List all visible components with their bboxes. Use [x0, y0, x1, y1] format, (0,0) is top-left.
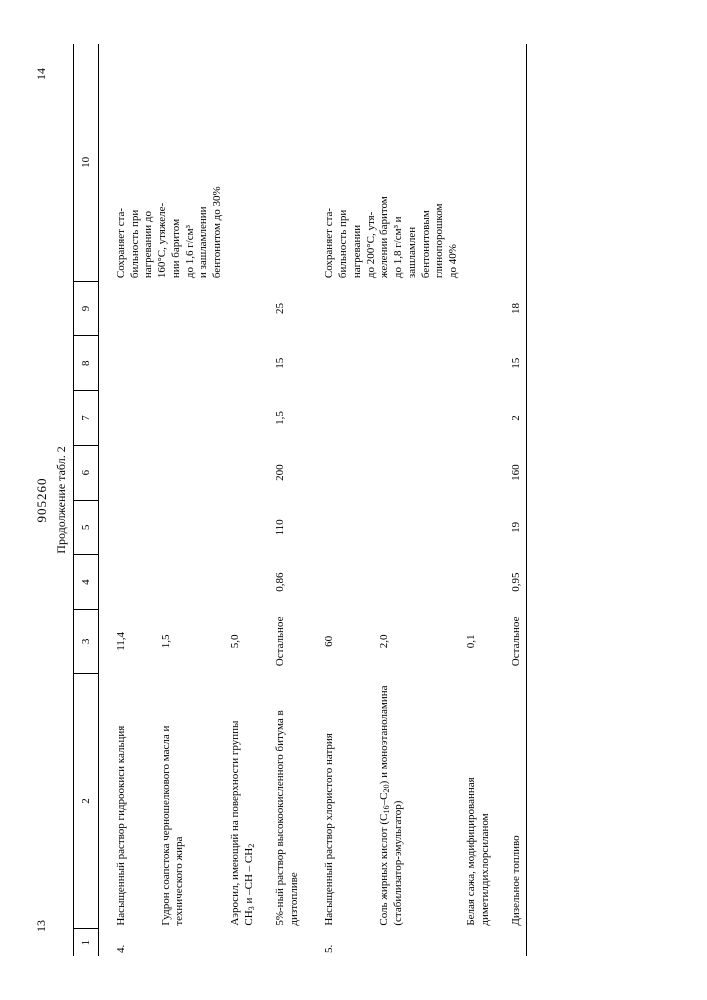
table-cell [227, 500, 259, 555]
table-cell: 60 [321, 609, 362, 673]
table-row: 5%-ный раствор высокоокисленного битума … [272, 44, 304, 956]
table-cell [113, 445, 144, 500]
table-cell [227, 391, 259, 446]
table-cell [113, 281, 144, 336]
page-num-left: 13 [34, 920, 50, 932]
table-cell: 25 [272, 281, 304, 336]
table-cell [376, 445, 449, 500]
column-header: 8 [74, 336, 99, 391]
table-cell: Гудрон соапстока черношелкового масла и … [158, 673, 213, 928]
table-cell [376, 391, 449, 446]
table-cell: 15 [508, 336, 526, 391]
table-cell [272, 929, 304, 956]
table-row: Белая сажа, модифицированная диметилдихл… [463, 44, 495, 956]
table-cell: Сохраняет ста-бильность принагревании до… [113, 44, 227, 281]
table-row: Аэросил, имеющий на поверхности группы C… [227, 44, 259, 956]
table-cell: Соль жирных кислот (C16–C20) и моноэтано… [376, 673, 449, 928]
table-caption: Продолжение табл. 2 [54, 44, 69, 956]
table-cell: 18 [508, 281, 526, 336]
column-header: 4 [74, 555, 99, 610]
table-cell [158, 445, 213, 500]
table-cell [376, 281, 449, 336]
table-cell [463, 281, 495, 336]
table-cell [113, 391, 144, 446]
table-cell: 2 [508, 391, 526, 446]
table-cell: 0,86 [272, 555, 304, 610]
table-cell: 15 [272, 336, 304, 391]
table-cell [158, 929, 213, 956]
table-cell [227, 929, 259, 956]
table-cell: Белая сажа, модифицированная диметилдихл… [463, 673, 495, 928]
table-row: 5.Насыщенный раствор хлористого натрия60… [321, 44, 362, 956]
table-cell: Остальное [508, 609, 526, 673]
table-cell [158, 336, 213, 391]
table-cell [463, 391, 495, 446]
table-cell: 5. [321, 929, 362, 956]
table-cell [321, 445, 362, 500]
table-cell [158, 391, 213, 446]
table-cell [508, 929, 526, 956]
column-header: 9 [74, 281, 99, 336]
column-header: 5 [74, 500, 99, 555]
table-cell [376, 929, 449, 956]
table-cell: Дизельное топливо [508, 673, 526, 928]
table-cell [321, 281, 362, 336]
table-cell [158, 281, 213, 336]
table-cell [463, 336, 495, 391]
column-header: 10 [74, 44, 99, 281]
table-cell [321, 500, 362, 555]
table-cell [158, 500, 213, 555]
table-cell: 1,5 [158, 609, 213, 673]
table-cell: 110 [272, 500, 304, 555]
table-cell [321, 555, 362, 610]
table-cell [463, 555, 495, 610]
table-cell [376, 336, 449, 391]
table-cell [158, 555, 213, 610]
column-header: 3 [74, 609, 99, 673]
table-cell [321, 336, 362, 391]
column-header: 2 [74, 673, 99, 928]
table-cell [463, 929, 495, 956]
table-cell: Сохраняет ста-бильность принагреваниидо … [321, 44, 463, 281]
table-cell [227, 336, 259, 391]
table-cell: 0,1 [463, 609, 495, 673]
table-cell: 2,0 [376, 609, 449, 673]
table-cell: 5%-ный раствор высокоокисленного битума … [272, 673, 304, 928]
column-header: 7 [74, 391, 99, 446]
table-cell: 200 [272, 445, 304, 500]
table-row: 4.Насыщенный раствор гидроокиси кальция1… [113, 44, 144, 956]
table-cell: 1,5 [272, 391, 304, 446]
table-cell: Остальное [272, 609, 304, 673]
table-cell [376, 555, 449, 610]
column-header: 6 [74, 445, 99, 500]
table-cell: 160 [508, 445, 526, 500]
column-header: 1 [74, 929, 99, 956]
table-cell [463, 500, 495, 555]
table-cell [227, 555, 259, 610]
table-cell: Насыщенный раствор хлористого натрия [321, 673, 362, 928]
table-cell [376, 500, 449, 555]
table-cell: Насыщенный раствор гидроокиси кальция [113, 673, 144, 928]
table-cell [321, 391, 362, 446]
table-cell: Аэросил, имеющий на поверхности группы C… [227, 673, 259, 928]
table-cell [113, 500, 144, 555]
table-cell [463, 445, 495, 500]
table-cell: 11,4 [113, 609, 144, 673]
table-cell: 5,0 [227, 609, 259, 673]
continuation-table: 12345678910 4.Насыщенный раствор гидроок… [73, 44, 527, 956]
table-cell [113, 555, 144, 610]
table-cell [227, 445, 259, 500]
table-cell: 0,95 [508, 555, 526, 610]
table-row: Дизельное топливоОстальное0,951916021518 [508, 44, 526, 956]
page-num-right: 14 [34, 68, 50, 80]
table-cell: 4. [113, 929, 144, 956]
table-cell: 19 [508, 500, 526, 555]
table-cell [227, 281, 259, 336]
document-number: 905260 [34, 478, 50, 523]
table-cell [113, 336, 144, 391]
